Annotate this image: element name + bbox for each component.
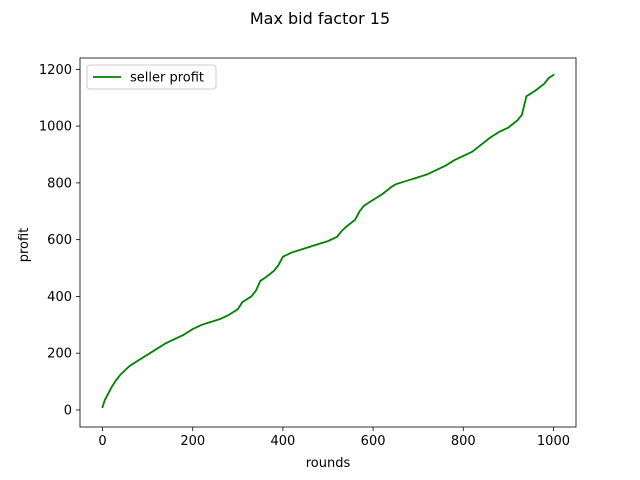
x-axis-title: rounds	[306, 456, 351, 471]
x-tick-label: 600	[361, 434, 386, 449]
y-tick-label: 1000	[39, 120, 72, 135]
x-tick-label: 800	[451, 434, 476, 449]
y-tick-label: 0	[64, 403, 72, 418]
axes-frame	[79, 57, 577, 428]
chart-title: Max bid factor 15	[250, 9, 390, 28]
x-tick-label: 400	[270, 434, 295, 449]
y-tick-label: 600	[47, 233, 72, 248]
series-line-0	[101, 73, 555, 409]
y-axis-title: profit	[17, 228, 32, 263]
x-tick-label: 0	[98, 434, 106, 449]
y-tick-label: 1200	[39, 63, 72, 78]
y-tick-label: 200	[47, 347, 72, 362]
axes: 0 200 400 600 800 1000 0 200 400 600 800 1000 1200	[39, 57, 577, 449]
y-tick-label: 800	[47, 176, 72, 191]
legend-box	[86, 64, 217, 90]
legend: seller profit	[86, 64, 217, 90]
x-tick-label: 200	[180, 434, 205, 449]
y-tick-label: 400	[47, 290, 72, 305]
plot-area	[101, 73, 555, 409]
legend-label-0: seller profit	[130, 71, 204, 86]
x-tick-label: 1000	[537, 434, 570, 449]
